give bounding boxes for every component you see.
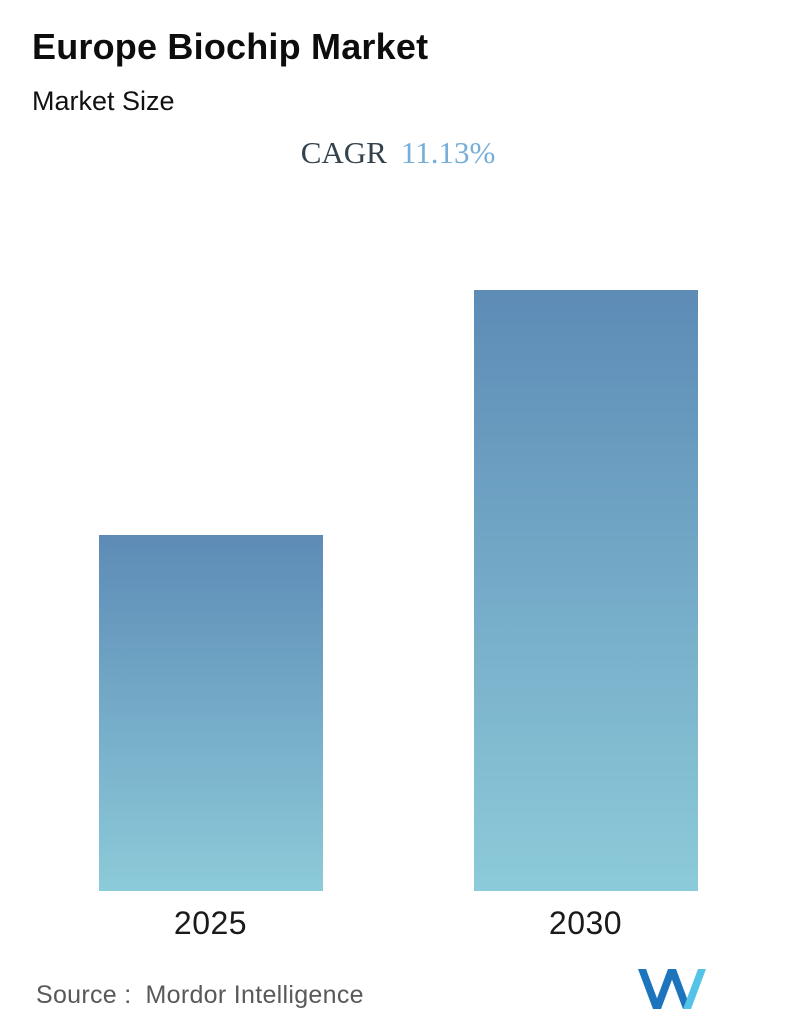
source-attribution: Source : Mordor Intelligence [36,981,364,1010]
bar-2025 [98,535,323,891]
x-axis-label-2025: 2025 [173,905,248,941]
bar-group-2025: 2025 [98,535,323,942]
bar-group-2030: 2030 [473,290,698,942]
mordor-intelligence-logo [638,969,706,1009]
cagr-value: 11.13% [400,135,496,170]
page-title: Europe Biochip Market [32,26,429,67]
cagr-annotation: CAGR 11.13% [0,135,796,171]
bar-chart: 2025 2030 [0,290,796,942]
bar-2030 [473,290,698,891]
source-value: Mordor Intelligence [145,981,364,1009]
chart-subtitle: Market Size [32,86,175,116]
cagr-label: CAGR [300,135,387,170]
source-label: Source : [36,981,132,1009]
x-axis-label-2030: 2030 [548,905,623,941]
